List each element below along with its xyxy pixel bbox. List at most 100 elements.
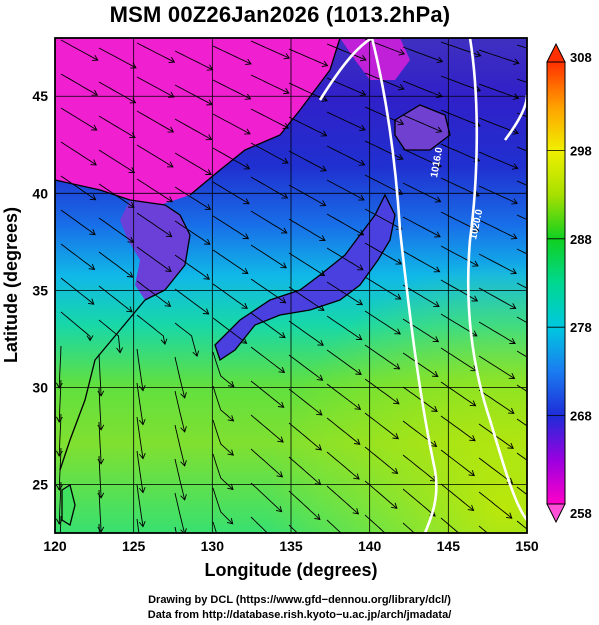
streamline-48 bbox=[402, 148, 442, 168]
streamline-arrow-80 bbox=[165, 265, 172, 273]
streamline-arrow-100 bbox=[433, 301, 440, 308]
streamline-arrow-138 bbox=[393, 398, 400, 405]
streamline-157 bbox=[98, 455, 102, 498]
streamline-arrow-61 bbox=[434, 196, 442, 203]
colorbar-tick-label-258: 258 bbox=[570, 506, 592, 521]
streamline-125 bbox=[364, 344, 400, 370]
streamline-arrow-113 bbox=[432, 336, 440, 343]
credits: Drawing by DCL (https://www.gfd−dennou.o… bbox=[0, 593, 599, 623]
streamline-67 bbox=[136, 212, 172, 237]
streamline-arrow-48 bbox=[435, 161, 442, 168]
streamline-97 bbox=[288, 286, 325, 311]
streamline-179 bbox=[440, 483, 474, 511]
streamline-86 bbox=[364, 242, 402, 265]
streamline-127 bbox=[440, 347, 477, 372]
streamline-100 bbox=[402, 284, 440, 307]
map-title: MSM 00Z26Jan2026 (1013.2hPa) bbox=[109, 2, 451, 27]
streamline-58 bbox=[288, 184, 326, 206]
streamline-83 bbox=[250, 244, 287, 269]
streamline-98 bbox=[326, 281, 363, 306]
streamline-70 bbox=[250, 210, 288, 234]
streamline-133 bbox=[174, 390, 186, 433]
streamline-102 bbox=[478, 287, 516, 309]
streamline-3 bbox=[174, 50, 213, 71]
streamline-79 bbox=[98, 251, 133, 278]
streamline-arrow-57 bbox=[281, 192, 289, 199]
streamline-arrow-135 bbox=[277, 401, 285, 408]
streamline-arrow-171 bbox=[138, 521, 146, 528]
streamline-181 bbox=[516, 486, 527, 496]
streamline-arrow-34 bbox=[397, 119, 405, 126]
streamline-106 bbox=[136, 314, 166, 345]
streamline-35 bbox=[402, 114, 442, 133]
streamline-arrow-67 bbox=[165, 231, 173, 238]
streamline-176 bbox=[326, 485, 359, 515]
streamline-30 bbox=[212, 113, 251, 135]
streamline-161 bbox=[250, 448, 283, 478]
taiwan-landmass bbox=[62, 485, 75, 525]
streamline-arrow-39 bbox=[90, 159, 97, 166]
streamline-165 bbox=[402, 454, 437, 482]
streamline-147 bbox=[212, 419, 234, 456]
streamline-149 bbox=[288, 422, 322, 451]
streamline-46 bbox=[326, 145, 365, 166]
streamline-arrow-175 bbox=[314, 513, 321, 521]
x-tick-label-150: 150 bbox=[515, 538, 539, 554]
streamline-arrow-58 bbox=[319, 200, 327, 207]
streamline-10 bbox=[440, 41, 481, 57]
streamline-166 bbox=[440, 449, 475, 476]
y-tick-label-30: 30 bbox=[32, 379, 48, 395]
x-tick-label-130: 130 bbox=[201, 538, 225, 554]
streamline-129 bbox=[516, 350, 527, 358]
streamline-arrow-132 bbox=[138, 419, 146, 426]
streamline-140 bbox=[440, 381, 476, 407]
streamline-arrow-85 bbox=[357, 264, 364, 271]
streamline-arrow-76 bbox=[510, 233, 518, 240]
streamline-arrow-7 bbox=[360, 54, 367, 62]
streamline-arrow-54 bbox=[166, 196, 174, 203]
colorbar-max-arrow bbox=[546, 42, 566, 63]
streamline-136 bbox=[288, 388, 323, 416]
streamline-arrow-120 bbox=[180, 392, 187, 399]
streamline-145 bbox=[136, 416, 144, 459]
streamline-55 bbox=[174, 186, 211, 210]
streamline-141 bbox=[478, 389, 515, 414]
streamline-71 bbox=[288, 218, 326, 241]
streamline-155 bbox=[516, 418, 527, 427]
streamline-117 bbox=[58, 345, 62, 389]
y-tick-label-25: 25 bbox=[32, 476, 48, 492]
streamline-arrow-161 bbox=[276, 471, 284, 478]
streamline-39 bbox=[60, 141, 97, 166]
streamline-0 bbox=[60, 39, 99, 61]
streamline-40 bbox=[98, 149, 135, 173]
streamline-110 bbox=[288, 320, 324, 346]
streamline-107 bbox=[174, 322, 198, 357]
streamline-122 bbox=[250, 346, 285, 373]
streamline-11 bbox=[478, 49, 520, 64]
streamline-arrow-37 bbox=[512, 128, 519, 135]
streamline-44 bbox=[250, 142, 289, 164]
streamline-arrow-28 bbox=[167, 126, 175, 133]
streamline-arrow-173 bbox=[226, 517, 234, 525]
x-tick-label-125: 125 bbox=[122, 538, 146, 554]
streamline-14 bbox=[98, 81, 136, 104]
streamline-arrow-70 bbox=[281, 227, 288, 234]
streamline-arrow-164 bbox=[391, 467, 399, 475]
streamline-170 bbox=[98, 489, 102, 532]
y-tick-labels: 25 30 35 40 45 bbox=[32, 88, 48, 492]
streamline-191 bbox=[402, 522, 416, 533]
streamline-189 bbox=[326, 519, 342, 533]
streamline-49 bbox=[440, 143, 480, 162]
streamline-138 bbox=[364, 378, 400, 405]
streamline-7 bbox=[326, 43, 367, 61]
streamline-arrow-59 bbox=[358, 194, 365, 201]
streamline-arrow-108 bbox=[240, 337, 248, 344]
streamline-162 bbox=[288, 456, 321, 486]
streamline-187 bbox=[250, 516, 268, 533]
coastlines bbox=[55, 38, 451, 527]
streamline-76 bbox=[478, 219, 517, 239]
streamline-186 bbox=[212, 521, 217, 533]
x-axis-title: Longitude (degrees) bbox=[204, 560, 377, 580]
streamline-124 bbox=[326, 349, 362, 375]
streamline-139 bbox=[402, 386, 438, 412]
